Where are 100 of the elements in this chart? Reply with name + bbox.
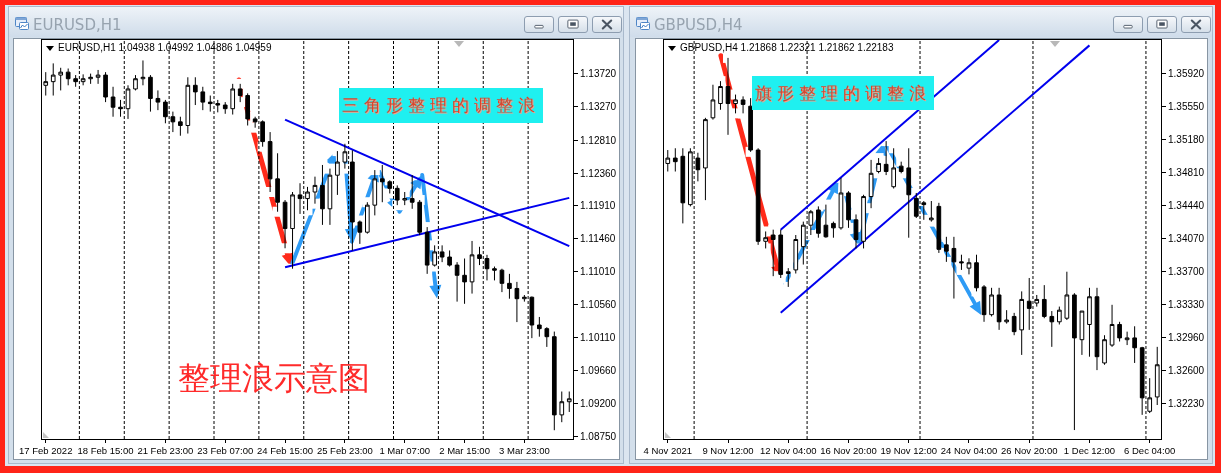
candlestick [335,150,340,196]
candlestick [755,147,761,246]
chart-title: EURUSD,H1 [33,16,122,34]
candlestick [1011,312,1017,336]
candlestick [1072,292,1077,431]
candlestick [245,92,250,126]
y-tick-label: 1.10560 [580,299,617,311]
y-tick-label: 1.34810 [1168,166,1205,178]
chart-title: GBPUSD,H4 [654,16,743,34]
candlestick [1064,271,1070,321]
candlestick [906,147,912,239]
y-tick-label: 1.13720 [580,68,617,80]
candlestick [110,86,116,118]
candlestick [551,331,557,431]
y-tick-label: 1.32230 [1168,397,1205,409]
y-tick-label: 1.34070 [1168,233,1205,245]
y-tick-label: 1.09200 [580,398,617,410]
candlestick [951,236,957,300]
candlestick [740,95,746,114]
candlestick [230,83,236,116]
y-tick-label: 1.12360 [580,167,617,179]
candlestick [103,71,108,103]
x-tick-label: 3 Mar 23:00 [499,445,550,457]
x-tick-label: 26 Nov 20:00 [1000,445,1058,457]
candlestick [282,199,288,249]
candlestick [1132,325,1137,364]
candlestick [718,80,723,111]
candlestick [178,116,183,137]
x-tick-label: 17 Feb 2022 [19,445,73,457]
candlestick [672,147,678,173]
candlestick [192,76,198,106]
y-tick-label: 1.33330 [1168,299,1205,311]
y-tick-label: 1.10110 [580,331,616,343]
candlestick [1057,306,1062,325]
candlestick [936,202,942,254]
candlestick [868,159,874,209]
x-tick-label: 24 Feb 15:00 [257,445,314,457]
y-tick-label: 1.32600 [1168,364,1205,376]
candlestick [365,201,370,235]
candlestick [327,168,333,226]
candlestick [379,164,385,203]
candlestick [838,177,844,231]
y-tick-label: 1.35920 [1168,67,1205,79]
candlestick [770,229,776,277]
candlestick [703,117,708,201]
candlestick [748,97,753,153]
candlestick [424,226,430,275]
candlestick [710,84,716,121]
candlestick [793,234,799,274]
candlestick [267,131,273,193]
candlestick [1019,290,1025,356]
candlestick [454,261,460,303]
candlestick [402,191,408,206]
candlestick [1094,287,1100,371]
candlestick [725,57,731,136]
y-tick-label: 1.11460 [580,233,616,245]
candlestick [222,101,228,115]
candlestick [823,204,829,239]
candlestick [544,326,550,348]
candlestick [861,194,866,249]
candlestick [816,205,821,239]
y-tick-label: 1.11010 [580,266,616,278]
candlestick [959,254,964,271]
candlestick [785,267,791,288]
candlestick [185,76,191,135]
candlestick [1049,310,1055,348]
candlestick [846,190,851,229]
candlestick [1117,321,1122,342]
x-tick-label: 6 Dec 04:00 [1124,445,1176,457]
y-tick-label: 1.12810 [580,134,617,146]
candlestick [680,147,686,224]
candlestick [200,86,206,111]
annotation: 整理浪示意图 [178,359,370,397]
candlestick [1109,304,1115,348]
x-tick-label: 16 Nov 20:00 [820,445,877,457]
x-tick-label: 23 Feb 07:00 [197,445,254,457]
candlestick [1102,334,1107,366]
candlestick [65,68,71,86]
chart-subtitle: EURUSD,H1 1.04938 1.04992 1.04886 1.04959 [58,42,272,54]
candlestick [417,199,423,236]
candlestick [928,200,934,223]
x-tick-label: 18 Feb 15:00 [77,445,134,457]
candlestick [898,161,904,174]
candlestick [409,174,415,210]
candlestick [974,254,979,292]
candlestick [95,69,101,85]
x-tick-label: 4 Nov 2021 [643,445,693,457]
candlestick [1079,310,1085,356]
y-tick-label: 1.33700 [1168,266,1205,278]
candlestick [1087,287,1092,358]
candlestick [537,316,542,338]
x-tick-label: 1 Mar 07:00 [379,445,431,457]
x-tick-label: 12 Nov 04:00 [759,445,817,457]
candlestick [1004,309,1009,325]
x-tick-label: 9 Nov 12:00 [702,445,754,457]
candlestick [514,281,520,323]
x-tick-label: 2 Mar 15:00 [439,445,490,457]
candlestick [312,176,318,205]
candlestick [50,62,56,97]
candlestick [966,257,972,275]
